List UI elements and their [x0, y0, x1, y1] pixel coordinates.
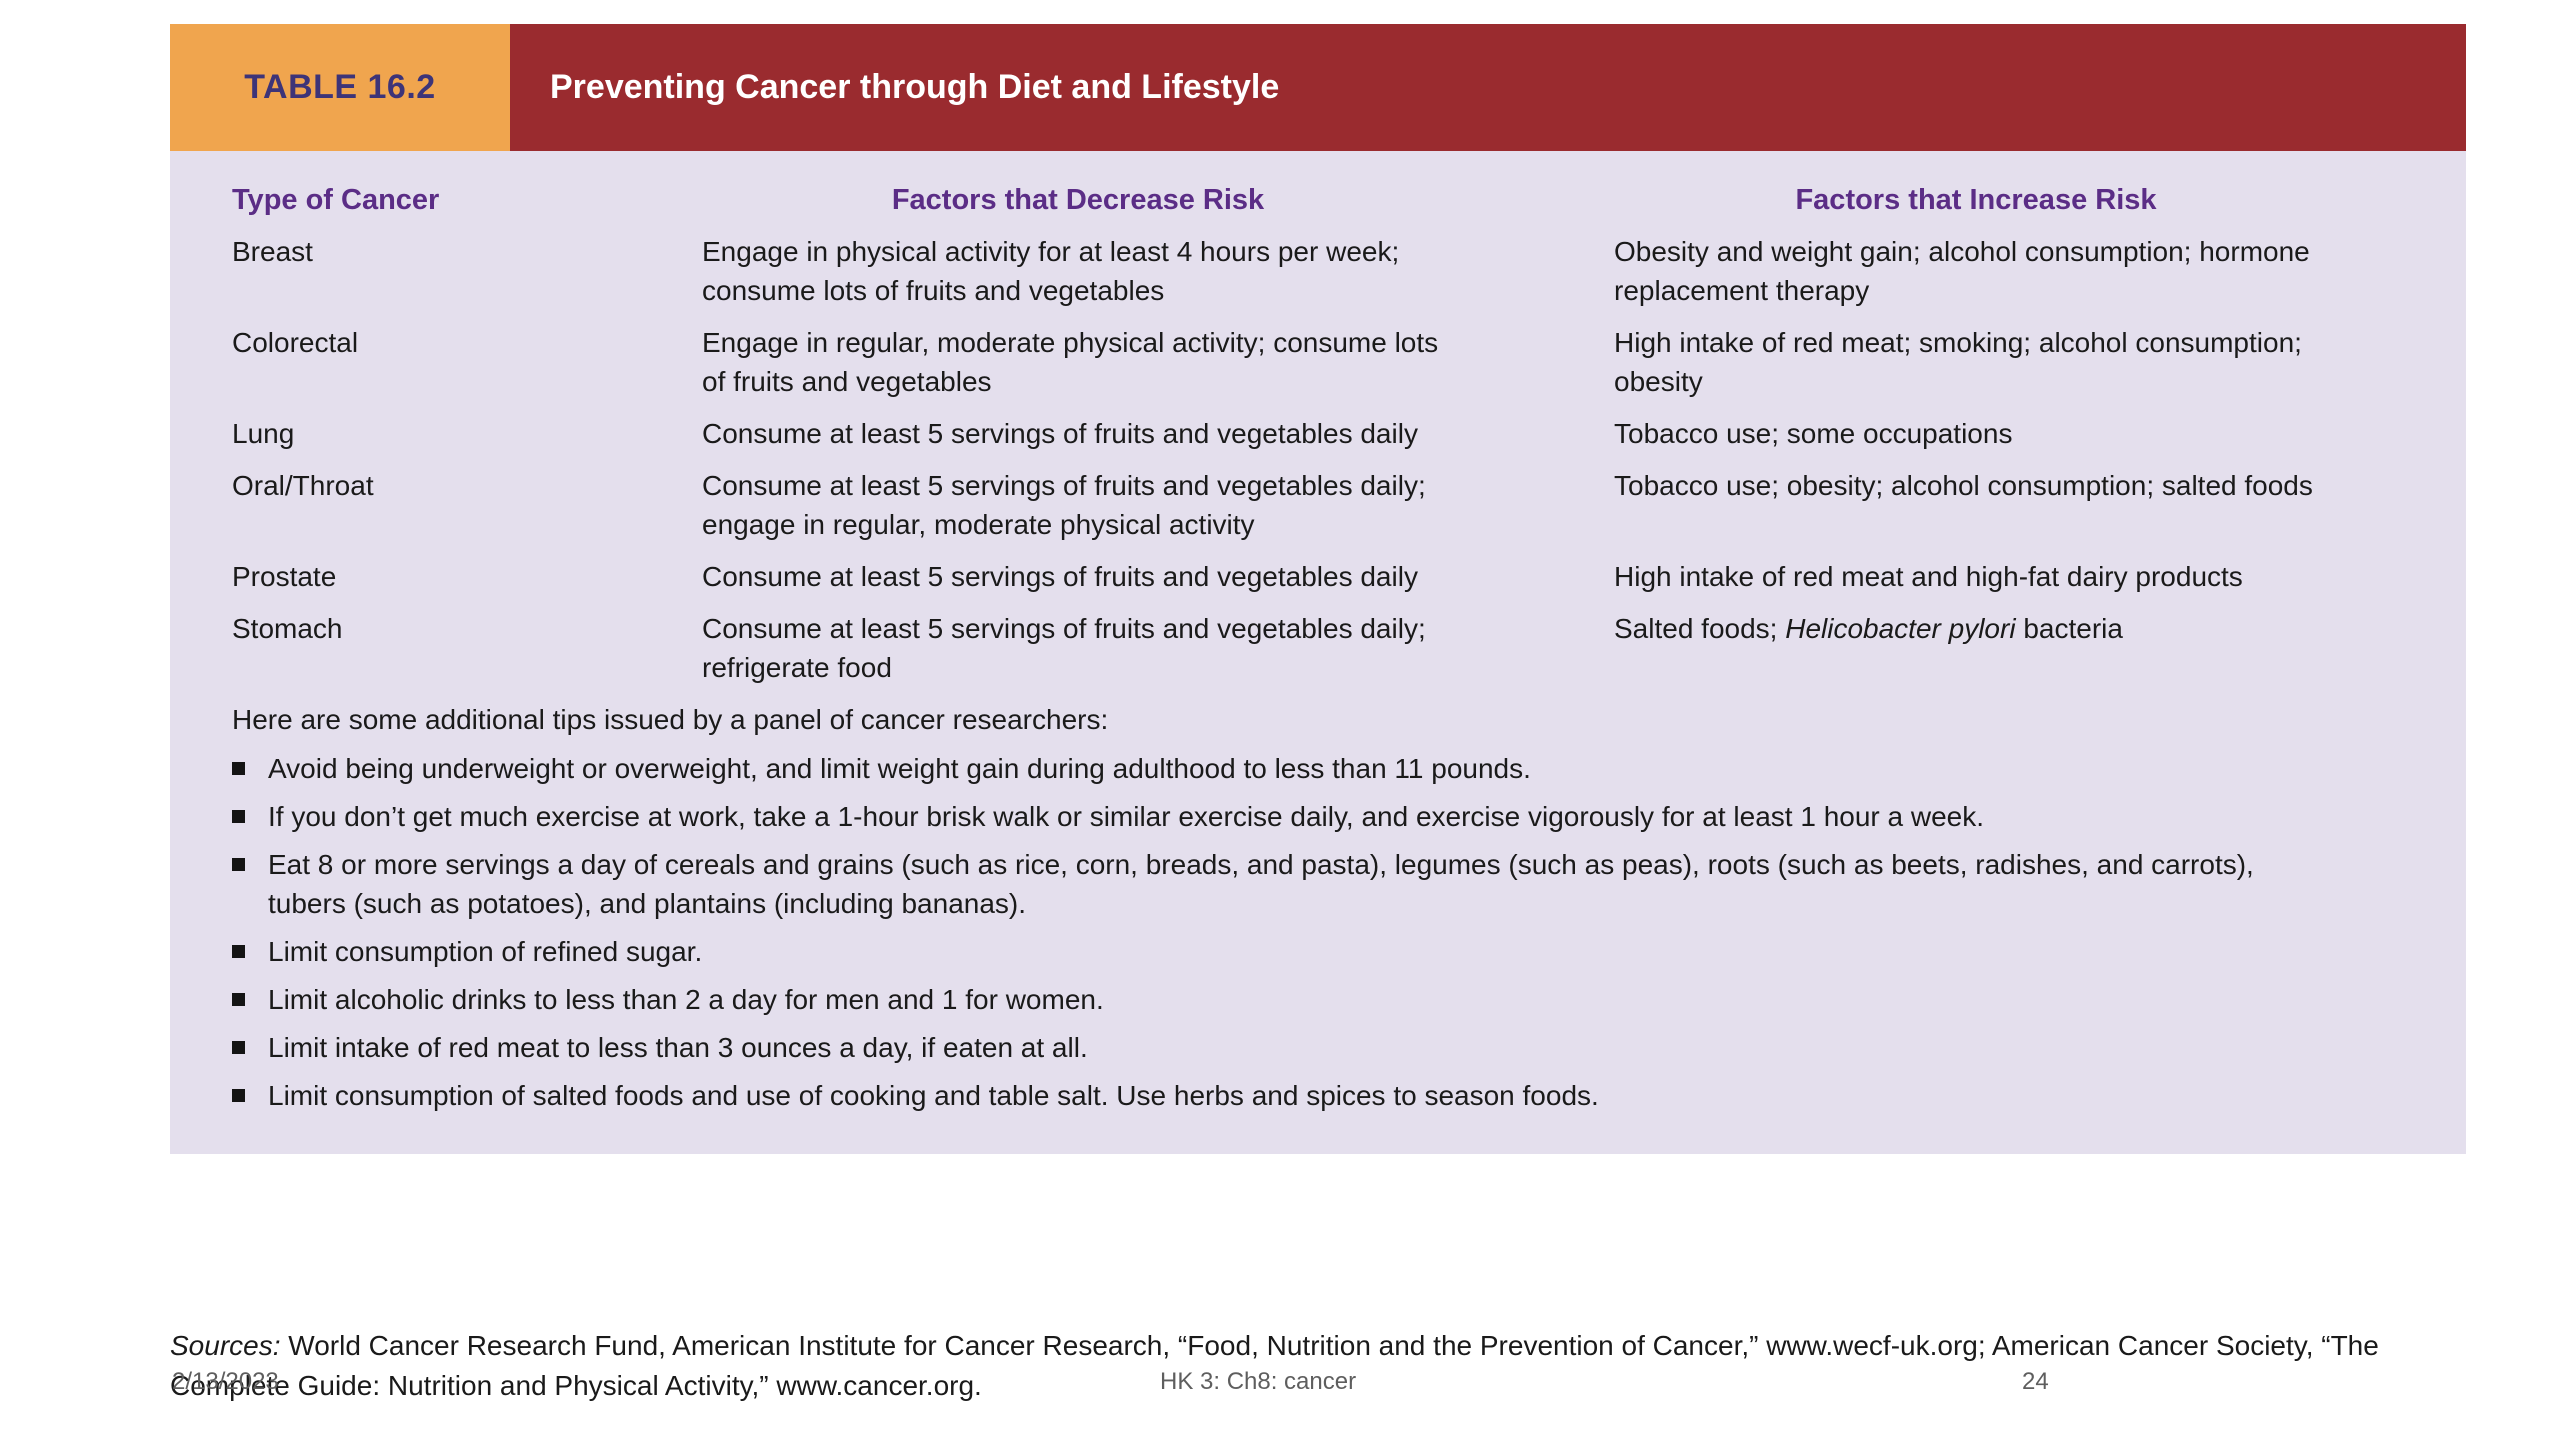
cell-cancer-type: Stomach	[232, 613, 343, 644]
footer-page-number: 24	[2022, 1368, 2049, 1395]
tip-item: Avoid being underweight or overweight, a…	[170, 749, 2466, 788]
table-title: Preventing Cancer through Diet and Lifes…	[510, 24, 2466, 151]
tip-text: Avoid being underweight or overweight, a…	[268, 753, 1531, 784]
cell-decrease: Consume at least 5 servings of fruits an…	[702, 561, 1418, 592]
table-card: TABLE 16.2 Preventing Cancer through Die…	[170, 24, 2466, 1154]
tip-text: Limit intake of red meat to less than 3 …	[268, 1032, 1088, 1063]
table-row: Prostate Consume at least 5 servings of …	[170, 557, 2466, 596]
tips-intro: Here are some additional tips issued by …	[232, 704, 1109, 735]
cell-increase: Tobacco use; some occupations	[1614, 418, 2013, 449]
tip-item: Limit alcoholic drinks to less than 2 a …	[170, 980, 2466, 1019]
tip-item: Limit consumption of refined sugar.	[170, 932, 2466, 971]
tip-text: Limit consumption of refined sugar.	[268, 936, 703, 967]
cell-increase: Obesity and weight gain; alcohol consump…	[1614, 236, 2310, 306]
table-row: Stomach Consume at least 5 servings of f…	[170, 609, 2466, 687]
cell-decrease: Engage in physical activity for at least…	[702, 236, 1400, 306]
cell-decrease: Engage in regular, moderate physical act…	[702, 327, 1439, 397]
footer-course-label: HK 3: Ch8: cancer	[1160, 1368, 1357, 1395]
table-body: Type of Cancer Factors that Decrease Ris…	[170, 151, 2466, 1154]
cell-cancer-type: Oral/Throat	[232, 470, 374, 501]
cell-increase: High intake of red meat and high-fat dai…	[1614, 561, 2243, 592]
cell-cancer-type: Breast	[232, 236, 313, 267]
column-header-increase: Factors that Increase Risk	[1795, 184, 2157, 216]
cell-increase: Tobacco use; obesity; alcohol consumptio…	[1614, 470, 2313, 501]
tip-item: Limit consumption of salted foods and us…	[170, 1076, 2466, 1115]
sources-text: Sources: World Cancer Research Fund, Ame…	[170, 1330, 2379, 1401]
table-row: Breast Engage in physical activity for a…	[170, 232, 2466, 310]
cell-decrease: Consume at least 5 servings of fruits an…	[702, 613, 1426, 683]
bullet-square-icon	[232, 858, 245, 871]
bullet-square-icon	[232, 1089, 245, 1102]
tip-item: Eat 8 or more servings a day of cereals …	[170, 845, 2466, 923]
tip-text: Eat 8 or more servings a day of cereals …	[268, 849, 2254, 919]
cell-increase: High intake of red meat; smoking; alcoho…	[1614, 327, 2302, 397]
tips-list: Avoid being underweight or overweight, a…	[170, 749, 2466, 1115]
cell-decrease: Consume at least 5 servings of fruits an…	[702, 470, 1426, 540]
table-row: Lung Consume at least 5 servings of frui…	[170, 414, 2466, 453]
column-header-type: Type of Cancer	[232, 184, 440, 216]
table-label: TABLE 16.2	[170, 24, 510, 151]
bullet-square-icon	[232, 762, 245, 775]
table-row: Oral/Throat Consume at least 5 servings …	[170, 466, 2466, 544]
bullet-square-icon	[232, 945, 245, 958]
bullet-square-icon	[232, 810, 245, 823]
cell-cancer-type: Lung	[232, 418, 295, 449]
bullet-square-icon	[232, 993, 245, 1006]
tip-item: If you don’t get much exercise at work, …	[170, 797, 2466, 836]
table-rows: Breast Engage in physical activity for a…	[170, 232, 2466, 687]
cell-cancer-type: Prostate	[232, 561, 337, 592]
table-row: Colorectal Engage in regular, moderate p…	[170, 323, 2466, 401]
cell-increase: Salted foods; Helicobacter pylori bacter…	[1614, 613, 2123, 644]
cell-decrease: Consume at least 5 servings of fruits an…	[702, 418, 1418, 449]
table-header-bar: TABLE 16.2 Preventing Cancer through Die…	[170, 24, 2466, 151]
tip-item: Limit intake of red meat to less than 3 …	[170, 1028, 2466, 1067]
footer-date: 2/13/2023	[172, 1368, 279, 1395]
cell-cancer-type: Colorectal	[232, 327, 359, 358]
column-header-decrease: Factors that Decrease Risk	[891, 184, 1265, 216]
tip-text: If you don’t get much exercise at work, …	[268, 801, 1985, 832]
tip-text: Limit alcoholic drinks to less than 2 a …	[268, 984, 1104, 1015]
tip-text: Limit consumption of salted foods and us…	[268, 1080, 1599, 1111]
column-header-row: Type of Cancer Factors that Decrease Ris…	[170, 181, 2466, 220]
bullet-square-icon	[232, 1041, 245, 1054]
